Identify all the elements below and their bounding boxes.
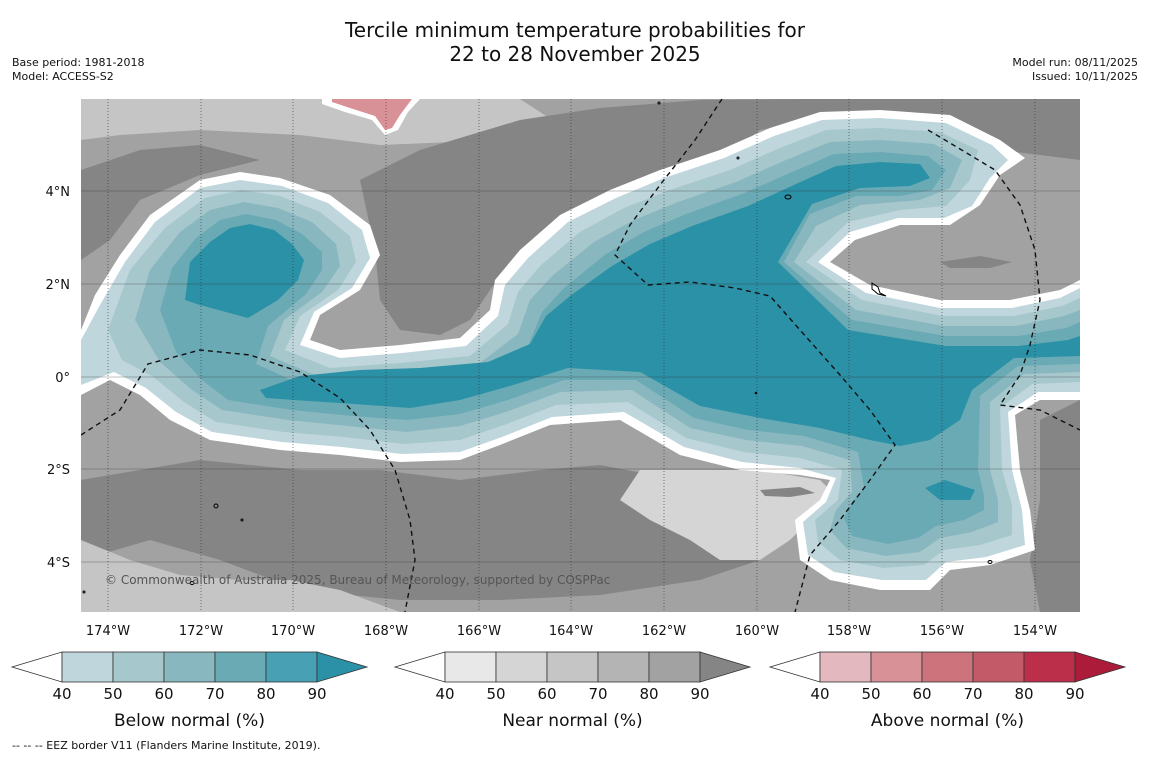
legend-arrow-low <box>768 651 821 683</box>
longitude-axis: 174°W 172°W 170°W 168°W 166°W 164°W 162°… <box>86 624 1057 639</box>
lon-label: 172°W <box>179 624 223 639</box>
map-title: Tercile minimum temperature probabilitie… <box>0 18 1150 66</box>
legend-swatch <box>163 651 216 683</box>
run-info: Model run: 08/11/2025 Issued: 10/11/2025 <box>1012 56 1138 84</box>
legend-arrow-low <box>393 651 446 683</box>
near-normal-dark-east <box>1030 400 1080 612</box>
legend-tick-label: 40 <box>435 685 454 703</box>
legend-arrow-high <box>316 651 369 683</box>
legend-swatch <box>61 651 114 683</box>
legend-tick-label: 50 <box>486 685 505 703</box>
legend-tick-label: 90 <box>690 685 709 703</box>
lon-label: 168°W <box>364 624 408 639</box>
lon-label: 158°W <box>827 624 871 639</box>
legend-swatch <box>972 651 1025 683</box>
legend-tick-label: 90 <box>307 685 326 703</box>
legend-swatch <box>112 651 165 683</box>
legend-tick-label: 70 <box>205 685 224 703</box>
legend-below-normal: 40 50 60 70 80 90 Below normal (%) <box>10 651 369 731</box>
legend-swatch <box>819 651 872 683</box>
legend-tick-label: 60 <box>537 685 556 703</box>
eez-footnote: -- -- -- EEZ border V11 (Flanders Marine… <box>12 739 321 752</box>
legend-swatch <box>1023 651 1076 683</box>
legend-tick-label: 50 <box>103 685 122 703</box>
legend-arrow-high <box>1074 651 1127 683</box>
legend-swatch <box>921 651 974 683</box>
legend-tick-label: 50 <box>861 685 880 703</box>
lon-label: 174°W <box>86 624 130 639</box>
legend-swatch <box>546 651 599 683</box>
map-title-line2: 22 to 28 November 2025 <box>449 42 701 66</box>
legend-tick-label: 60 <box>912 685 931 703</box>
near-normal-dark-north <box>360 99 1080 335</box>
legend-swatch <box>214 651 267 683</box>
copyright-text: © Commonwealth of Australia 2025, Bureau… <box>105 573 610 587</box>
legend-tick-label: 40 <box>52 685 71 703</box>
map-panel[interactable]: © Commonwealth of Australia 2025, Bureau… <box>81 99 1080 612</box>
lon-label: 170°W <box>271 624 315 639</box>
map-title-line1: Tercile minimum temperature probabilitie… <box>344 18 806 42</box>
latitude-axis: 4°N 2°N 0° 2°S 4°S <box>46 185 71 571</box>
lon-label: 164°W <box>549 624 593 639</box>
lon-label: 166°W <box>457 624 501 639</box>
legend-tick-label: 90 <box>1065 685 1084 703</box>
issued-date: Issued: 10/11/2025 <box>1031 70 1138 83</box>
eez-borders <box>81 99 1080 612</box>
model-run-date: Model run: 08/11/2025 <box>1012 56 1138 69</box>
legend-tick-label: 80 <box>639 685 658 703</box>
model-info: Base period: 1981-2018 Model: ACCESS-S2 <box>12 56 144 84</box>
lat-label: 4°S <box>47 556 70 571</box>
legend-tick-label: 80 <box>1014 685 1033 703</box>
lat-label: 2°N <box>46 278 71 293</box>
legend-tick-label: 70 <box>963 685 982 703</box>
islands <box>82 101 993 594</box>
legend-title: Near normal (%) <box>502 711 642 731</box>
legend-swatch <box>495 651 548 683</box>
near-normal-dark-northwest <box>81 145 260 260</box>
lon-label: 160°W <box>735 624 779 639</box>
legend-swatch <box>265 651 318 683</box>
model-name-text: Model: ACCESS-S2 <box>12 70 114 83</box>
legend-title: Below normal (%) <box>114 711 265 731</box>
near-normal-small-patch <box>940 256 1012 268</box>
legend-arrow-low <box>10 651 63 683</box>
base-period-text: Base period: 1981-2018 <box>12 56 145 69</box>
near-normal-dark-southwest <box>81 460 780 600</box>
lon-label: 154°W <box>1013 624 1057 639</box>
legend-swatch <box>597 651 650 683</box>
lon-label: 162°W <box>642 624 686 639</box>
near-normal-light-top <box>81 99 560 145</box>
lat-label: 0° <box>55 371 70 386</box>
near-normal-light-south <box>81 540 400 612</box>
legend-tick-label: 60 <box>154 685 173 703</box>
lat-label: 4°N <box>46 185 71 200</box>
below-normal-90-region <box>185 162 1080 500</box>
legend-arrow-high <box>699 651 752 683</box>
lon-label: 156°W <box>920 624 964 639</box>
lat-label: 2°S <box>47 463 70 478</box>
above-normal-50-region <box>332 99 412 130</box>
near-normal-small-patch-2 <box>760 487 815 497</box>
legend-swatch <box>870 651 923 683</box>
legend-swatch <box>444 651 497 683</box>
legend-swatch <box>648 651 701 683</box>
legend-above-normal: 40 50 60 70 80 90 Above normal (%) <box>768 651 1127 731</box>
legend-tick-label: 80 <box>256 685 275 703</box>
legend-near-normal: 40 50 60 70 80 90 Near normal (%) <box>393 651 752 731</box>
legend-title: Above normal (%) <box>871 711 1024 731</box>
latitude-lines <box>81 190 1080 563</box>
legend-tick-label: 70 <box>588 685 607 703</box>
legend-tick-label: 40 <box>810 685 829 703</box>
